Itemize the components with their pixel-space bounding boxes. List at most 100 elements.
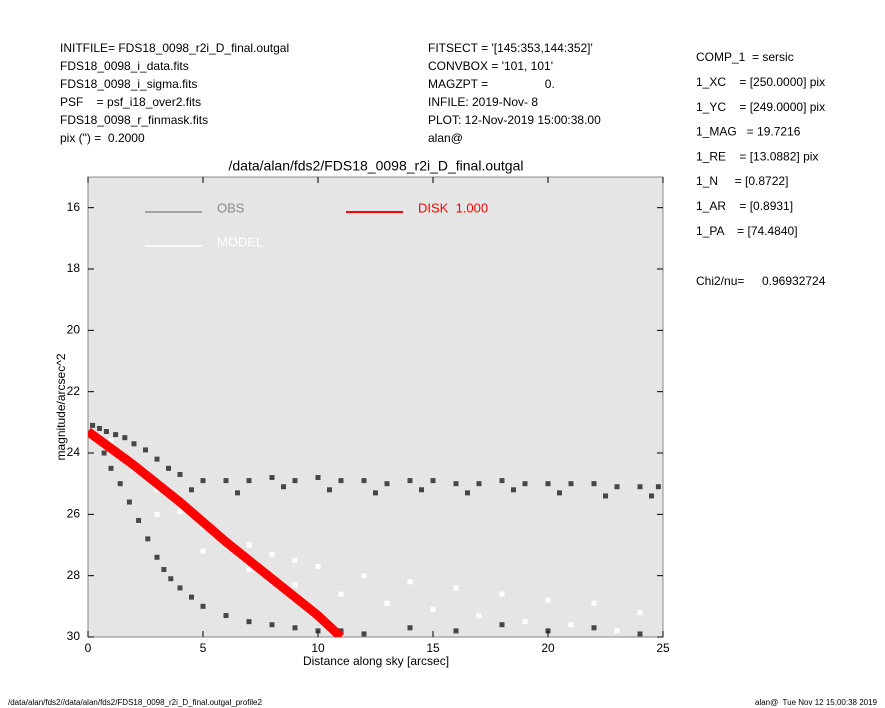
data-point <box>177 585 183 591</box>
y-tick-label: 26 <box>67 507 81 521</box>
data-point <box>281 484 286 490</box>
data-point <box>168 576 174 582</box>
data-point <box>373 490 378 496</box>
y-tick-label: 30 <box>67 629 81 643</box>
header-right: 1_XC = [250.0000] pix <box>696 75 825 89</box>
x-tick-label: 15 <box>426 641 440 655</box>
header-right: 1_RE = [13.0882] pix <box>696 149 818 163</box>
data-point <box>453 585 459 591</box>
header-middle: MAGZPT = 0. <box>428 77 555 91</box>
disk-profile <box>88 427 345 637</box>
data-point <box>338 591 344 597</box>
data-point <box>407 478 413 484</box>
data-point <box>476 481 482 487</box>
header-left: PSF = psf_i18_over2.fits <box>60 95 201 109</box>
data-point <box>430 478 436 484</box>
data-point <box>568 481 574 487</box>
data-point <box>154 511 160 517</box>
data-point <box>223 478 229 484</box>
y-tick-label: 20 <box>67 323 81 337</box>
header-middle: CONVBOX = '101, 101' <box>428 59 553 73</box>
data-point <box>430 606 436 612</box>
header-left: FDS18_0098_i_sigma.fits <box>60 77 197 91</box>
data-point <box>499 622 505 628</box>
data-point <box>591 625 597 631</box>
data-point <box>200 603 206 609</box>
data-point <box>361 573 367 579</box>
header-middle: FITSECT = '[145:353,144:352]' <box>428 41 593 55</box>
data-point <box>269 475 275 481</box>
data-point <box>292 557 298 563</box>
data-point <box>315 628 321 634</box>
data-point <box>145 536 151 542</box>
header-right: COMP_1 = sersic <box>696 50 794 64</box>
data-point <box>143 447 148 453</box>
footer-right: alan@ Tue Nov 12 15:00:38 2019 <box>755 698 878 707</box>
y-tick-label: 28 <box>67 568 81 582</box>
header-left: FDS18_0098_i_data.fits <box>60 59 189 73</box>
data-point <box>292 478 298 484</box>
data-point <box>246 619 252 625</box>
data-point <box>235 490 240 496</box>
data-point <box>327 487 332 493</box>
y-tick-label: 22 <box>67 384 81 398</box>
data-point <box>154 456 160 462</box>
data-point <box>637 484 643 490</box>
data-point <box>315 475 321 481</box>
header-right: 1_PA = [74.4840] <box>696 224 798 238</box>
data-point <box>649 493 654 499</box>
data-point <box>154 554 160 560</box>
data-point <box>637 609 643 615</box>
data-point <box>292 582 298 588</box>
plot-area <box>87 176 664 638</box>
data-point <box>246 542 252 548</box>
header-right: 1_N = [0.8722] <box>696 174 788 188</box>
data-point <box>545 481 551 487</box>
footer-left: /data/alan/fds2//data/alan/fds2/FDS18_00… <box>8 698 263 707</box>
data-point <box>166 465 171 471</box>
data-point <box>407 625 413 631</box>
data-point <box>545 628 551 634</box>
legend-label: DISK 1.000 <box>418 200 488 215</box>
x-tick-label: 20 <box>541 641 555 655</box>
data-point <box>103 429 109 435</box>
data-point <box>161 567 167 573</box>
y-axis-label: magnitude/arcsec^2 <box>54 353 68 460</box>
header-left: pix (") = 0.2000 <box>60 131 145 145</box>
legend-label: MODEL <box>217 234 263 249</box>
data-point <box>568 622 574 628</box>
data-point <box>637 631 643 637</box>
data-point <box>511 487 516 493</box>
chi-label: Chi2/nu= <box>696 274 744 288</box>
data-point <box>603 493 608 499</box>
data-point <box>90 422 96 428</box>
header-middle: alan@ <box>428 131 463 145</box>
y-tick-label: 18 <box>67 261 81 275</box>
marks <box>88 422 661 637</box>
data-point <box>223 613 229 619</box>
data-point <box>315 563 321 569</box>
x-axis-label: Distance along sky [arcsec] <box>303 654 449 668</box>
y-tick-label: 16 <box>67 200 81 214</box>
x-tick-label: 5 <box>200 641 207 655</box>
data-point <box>465 490 470 496</box>
data-point <box>189 487 194 493</box>
data-point <box>591 481 597 487</box>
header-right: 1_YC = [249.0000] pix <box>696 100 825 114</box>
data-point <box>476 613 482 619</box>
y-tick-label: 24 <box>67 445 81 459</box>
data-point <box>499 478 505 484</box>
data-point <box>407 579 413 585</box>
data-point <box>591 600 597 606</box>
data-point <box>113 432 119 438</box>
data-point <box>419 487 424 493</box>
data-point <box>522 481 528 487</box>
data-point <box>499 591 505 597</box>
legend-label: OBS <box>217 200 245 215</box>
data-point <box>200 548 206 554</box>
data-point <box>269 551 275 557</box>
data-point <box>246 478 252 484</box>
data-point <box>246 567 252 573</box>
data-point <box>361 478 367 484</box>
